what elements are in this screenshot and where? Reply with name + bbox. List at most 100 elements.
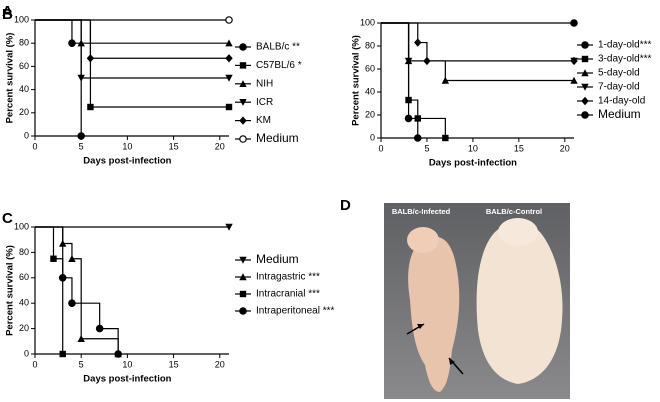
data-point — [570, 76, 578, 84]
survival-line — [381, 22, 574, 62]
data-point — [570, 19, 578, 27]
y-axis-label: Percent survival (%) — [5, 33, 16, 124]
legend-marker — [581, 111, 589, 119]
y-axis-label: Percent survival (%) — [5, 245, 16, 336]
legend-label: NIH — [256, 78, 273, 89]
x-tick-label: 15 — [169, 359, 179, 369]
survival-line — [35, 19, 229, 79]
legend-label: ICR — [256, 97, 273, 108]
data-point — [413, 134, 422, 142]
legend-marker — [239, 290, 247, 298]
x-tick-label: 10 — [122, 141, 132, 151]
y-tick-label: 0 — [370, 132, 375, 142]
x-axis-label: Days post-infection — [83, 374, 171, 385]
photo-label: BALB/c-Control — [486, 207, 542, 216]
arrow-head — [417, 324, 424, 329]
data-point — [570, 56, 578, 66]
legend-marker — [239, 307, 247, 315]
legend-label: Medium — [256, 131, 299, 145]
x-tick-label: 20 — [215, 359, 225, 369]
data-point — [225, 16, 233, 24]
legend-label: 1-day-old*** — [598, 40, 651, 51]
control-mouse-head — [498, 218, 538, 246]
legend-marker — [239, 43, 247, 51]
data-point — [442, 134, 449, 142]
data-point — [423, 56, 431, 66]
panel-letter: A — [2, 3, 13, 20]
legend-label: C57BL/6 * — [256, 60, 302, 71]
data-point — [68, 299, 76, 308]
x-tick-label: 0 — [32, 141, 37, 151]
survival-line — [35, 226, 119, 354]
x-tick-label: 20 — [560, 143, 570, 153]
x-tick-label: 0 — [378, 143, 383, 153]
y-tick-label: 100 — [360, 17, 375, 27]
legend-marker — [581, 96, 589, 106]
y-tick-label: 60 — [19, 61, 29, 71]
survival-line — [381, 22, 574, 82]
data-point — [68, 255, 76, 262]
data-point — [114, 350, 122, 358]
data-point — [441, 76, 450, 84]
legend-label: Medium — [256, 252, 299, 266]
y-tick-label: 100 — [14, 221, 29, 231]
survival-line — [381, 22, 446, 138]
control-mouse — [476, 223, 563, 384]
legend-label: Intraperitoneal *** — [256, 306, 334, 317]
x-tick-label: 5 — [79, 141, 84, 151]
data-point — [404, 57, 413, 65]
survival-line — [381, 22, 574, 62]
legend-marker — [239, 62, 247, 69]
y-tick-label: 80 — [365, 40, 375, 50]
x-axis-label: Days post-infection — [83, 156, 171, 167]
legend-label: 5-day-old — [598, 68, 640, 79]
legend-label: 14-day-old — [598, 96, 645, 107]
y-tick-label: 20 — [19, 323, 29, 333]
data-point — [58, 273, 67, 282]
legend-marker — [239, 135, 247, 143]
y-tick-label: 20 — [365, 109, 375, 119]
panel-letter: C — [2, 210, 13, 227]
x-tick-label: 0 — [32, 359, 37, 369]
legend-marker — [239, 80, 247, 87]
legend-marker — [581, 41, 589, 49]
legend-label: Intragastric *** — [256, 272, 320, 283]
legend-marker — [581, 83, 589, 91]
data-point — [68, 39, 76, 48]
data-point — [225, 223, 233, 231]
data-point — [225, 103, 233, 111]
y-tick-label: 60 — [365, 63, 375, 73]
legend-marker — [239, 116, 247, 125]
x-tick-label: 20 — [215, 141, 225, 151]
data-point — [414, 38, 422, 47]
data-point — [95, 324, 104, 333]
photo: BALB/c-Infected BALB/c-Control D — [340, 197, 570, 399]
x-axis-label: Days post-infection — [429, 158, 517, 169]
data-point — [77, 335, 85, 342]
x-tick-label: 5 — [424, 143, 429, 153]
y-axis-label: Percent survival (%) — [351, 35, 362, 126]
legend-label: Medium — [598, 107, 641, 121]
y-tick-label: 0 — [24, 130, 29, 140]
legend-label: 3-day-old*** — [598, 54, 651, 65]
data-point — [77, 132, 85, 140]
photo-label: BALB/c-Infected — [392, 207, 451, 216]
y-tick-label: 80 — [19, 38, 29, 48]
legend-label: 7-day-old — [598, 82, 640, 93]
y-tick-label: 40 — [365, 86, 375, 96]
panel-letter: D — [340, 197, 351, 214]
data-point — [50, 255, 57, 262]
y-tick-label: 60 — [19, 272, 29, 282]
legend-marker — [239, 256, 247, 264]
y-tick-label: 40 — [19, 298, 29, 308]
survival-line — [35, 19, 82, 136]
legend-marker — [239, 99, 247, 106]
survival-line — [35, 19, 229, 108]
x-tick-label: 10 — [468, 143, 478, 153]
data-point — [86, 54, 95, 63]
x-tick-label: 5 — [79, 359, 84, 369]
data-point — [87, 103, 94, 111]
data-point — [225, 54, 233, 63]
